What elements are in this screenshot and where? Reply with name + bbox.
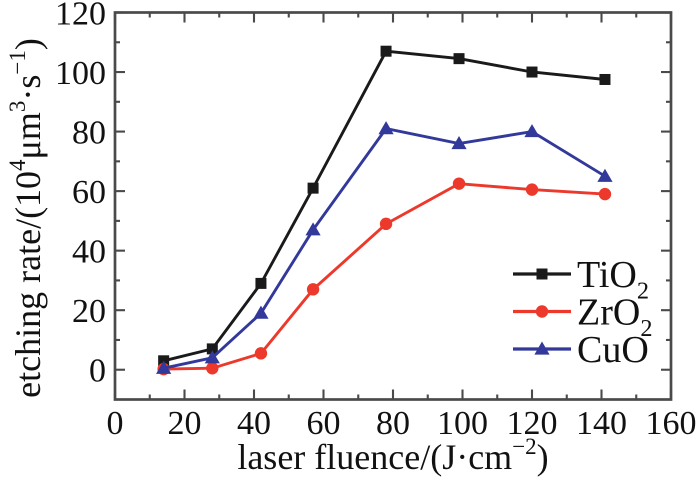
y-tick-label: 40 [72,234,106,271]
legend-label-TiO2: TiO2 [577,254,649,304]
legend-marker-TiO2 [536,268,548,280]
x-tick-label: 40 [237,405,271,442]
legend-item-TiO2: TiO2 [513,254,649,304]
data-point-TiO2 [206,343,218,355]
data-point-ZrO2 [379,217,393,231]
legend-label-ZrO2: ZrO2 [577,292,652,342]
x-tick-label: 100 [437,405,488,442]
data-point-ZrO2 [452,177,466,190]
data-point-TiO2 [380,45,392,57]
data-point-CuO [378,121,394,135]
legend-item-ZrO2: ZrO2 [513,292,652,342]
data-point-CuO [253,305,269,319]
legend-marker-ZrO2 [535,305,549,318]
series-line-ZrO2 [163,182,606,371]
series-ZrO2 [157,177,612,376]
x-tick-label: 60 [307,405,341,442]
data-point-CuO [524,124,540,138]
x-tick-labels: 0 20 40 60 80 100 120 140 160 [107,405,697,442]
data-point-TiO2 [255,277,267,289]
y-tick-labels: 0 20 40 60 80 100 120 [55,0,106,390]
y-axis-title: etching rate/(104μm3·s−1) [5,38,48,398]
legend-label-CuO: CuO [577,329,649,371]
y-tick-label: 80 [72,115,106,152]
data-point-TiO2 [526,66,538,78]
series-CuO [156,121,613,374]
data-point-ZrO2 [254,347,268,360]
data-point-ZrO2 [525,183,539,196]
y-tick-label: 60 [72,174,106,211]
data-point-CuO [204,350,220,364]
x-tick-label: 80 [376,405,410,442]
x-tick-label: 140 [576,405,627,442]
x-axis-title: laser fluence/(J·cm−2) [237,434,548,477]
data-point-TiO2 [307,182,319,194]
x-tick-label: 0 [107,405,124,442]
series-line-CuO [163,126,606,370]
data-point-ZrO2 [206,362,219,375]
legend-marker-CuO [534,341,550,355]
data-point-CuO [156,360,172,374]
y-tick-label: 100 [55,55,106,92]
x-tick-label: 120 [507,405,558,442]
legend-item-CuO: CuO [513,329,649,371]
data-point-CuO [305,222,321,236]
y-tick-label: 120 [55,0,106,33]
series-TiO2 [158,45,611,367]
data-point-CuO [451,135,467,150]
data-point-TiO2 [453,53,465,65]
data-point-ZrO2 [598,187,612,201]
data-point-CuO [597,168,613,182]
axis-ticks [113,11,673,400]
y-tick-label: 0 [89,353,106,390]
x-tick-label: 160 [646,405,697,442]
data-point-ZrO2 [306,283,320,296]
data-point-TiO2 [599,73,611,85]
y-tick-label: 20 [72,293,106,330]
x-tick-label: 20 [168,405,202,442]
series-line-TiO2 [163,49,606,363]
